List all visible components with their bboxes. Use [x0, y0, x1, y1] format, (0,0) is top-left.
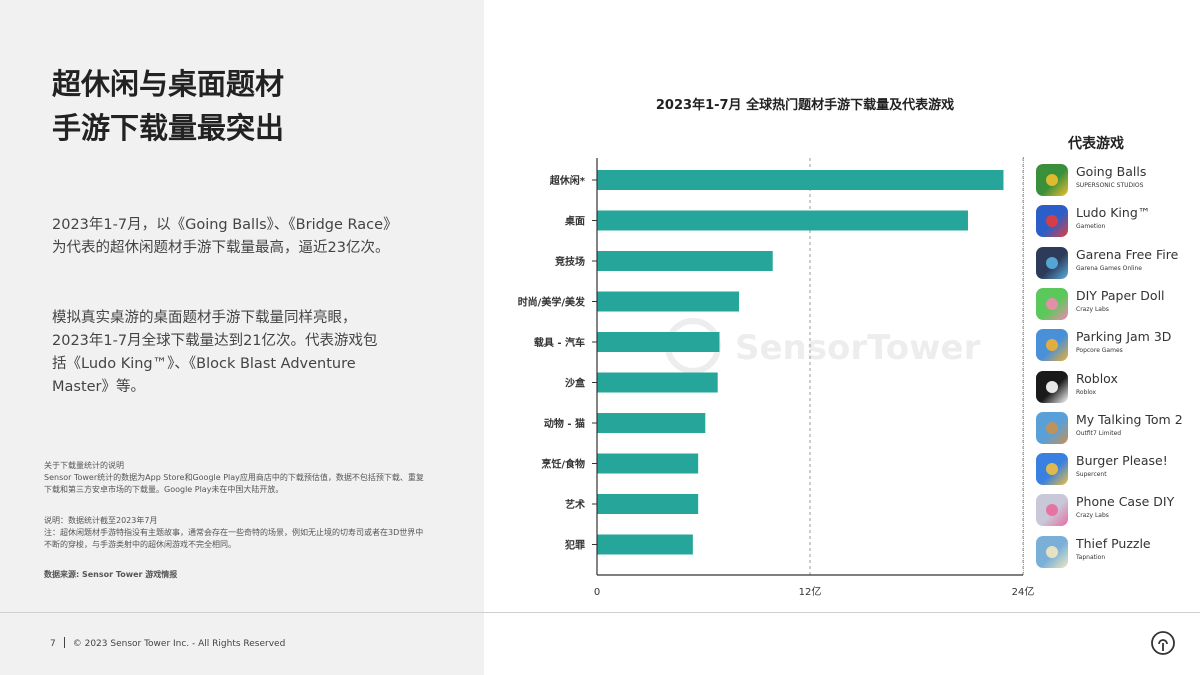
copyright: © 2023 Sensor Tower Inc. - All Rights Re… — [72, 639, 286, 649]
headline-line-2: 手游下载量最突出 — [52, 111, 285, 145]
bar — [597, 413, 706, 433]
bar — [597, 332, 720, 352]
bar — [597, 372, 718, 393]
category-label: 超休闲* — [549, 174, 586, 187]
game-name: Phone Case DIY — [1076, 494, 1175, 510]
game-item: Going Balls SUPERSONIC STUDIOS — [1036, 163, 1196, 199]
bar — [597, 251, 773, 271]
paragraph-1: 2023年1-7月，以《Going Balls》、《Bridge Race》为代… — [52, 217, 391, 256]
note-description-title: 说明：数据统计截至2023年7月 — [44, 516, 158, 525]
game-app-icon — [1036, 329, 1068, 362]
game-icon-glyph — [1046, 256, 1058, 269]
note-source: 数据来源: Sensor Tower 游戏情报 — [44, 570, 178, 579]
category-label: 犯罪 — [564, 539, 585, 552]
game-icon-glyph — [1046, 421, 1058, 434]
note-description: 说明：数据统计截至2023年7月 注：超休闲题材手游特指没有主题故事，通常会存在… — [44, 515, 424, 551]
category-label: 载具 - 汽车 — [534, 336, 585, 349]
game-app-icon — [1036, 370, 1068, 403]
game-name: Ludo King™ — [1076, 205, 1151, 221]
game-item: Phone Case DIY Crazy Labs — [1036, 493, 1196, 529]
game-developer: Tapnation — [1076, 553, 1106, 561]
game-icon-glyph — [1046, 545, 1058, 558]
chart-title: 2023年1-7月 全球热门题材手游下载量及代表游戏 — [655, 98, 955, 113]
category-label: 竞技场 — [554, 255, 585, 268]
game-app-icon — [1036, 246, 1068, 279]
left-panel — [0, 0, 484, 675]
game-developer: Gametion — [1076, 223, 1106, 231]
paragraph-2: 模拟真实桌游的桌面题材手游下载量同样亮眼，2023年1-7月全球下载量达到21亿… — [52, 310, 378, 395]
game-name: My Talking Tom 2 — [1076, 411, 1183, 427]
game-app-icon — [1036, 453, 1068, 486]
game-item: My Talking Tom 2 Outfit7 Limited — [1036, 411, 1196, 447]
game-item: Ludo King™ Gametion — [1036, 204, 1196, 240]
game-name: DIY Paper Doll — [1076, 287, 1165, 303]
game-name: Thief Puzzle — [1076, 535, 1151, 551]
game-developer: Supercent — [1076, 471, 1107, 479]
game-developer: Crazy Labs — [1076, 305, 1109, 313]
game-developer: SUPERSONIC STUDIOS — [1076, 182, 1144, 189]
bar — [597, 210, 968, 231]
category-label: 沙盒 — [565, 377, 586, 390]
bar — [597, 170, 1004, 190]
x-tick-label: 12亿 — [799, 585, 822, 598]
game-icon-glyph — [1046, 504, 1058, 517]
footer: 7 © 2023 Sensor Tower Inc. - All Rights R… — [50, 637, 285, 649]
game-app-icon — [1036, 287, 1068, 320]
game-name: Garena Free Fire — [1076, 246, 1179, 262]
game-developer: Outfit7 Limited — [1076, 429, 1122, 437]
category-label: 烹饪/食物 — [541, 458, 585, 471]
game-item: Thief Puzzle Tapnation — [1036, 535, 1196, 571]
game-app-icon — [1036, 205, 1068, 238]
headline: 超休闲与桌面题材 手游下载量最突出 — [52, 62, 432, 150]
game-developer: Roblox — [1076, 388, 1097, 396]
game-name: Parking Jam 3D — [1076, 329, 1172, 345]
game-icon-glyph — [1046, 297, 1058, 310]
game-icon-glyph — [1046, 380, 1058, 393]
headline-line-1: 超休闲与桌面题材 — [52, 67, 285, 101]
game-app-icon — [1036, 535, 1068, 568]
footer-divider — [0, 612, 1200, 613]
note-downloads-body: Sensor Tower统计的数据为App Store和Google Play应… — [44, 473, 424, 494]
game-developer: Garena Games Online — [1076, 264, 1142, 272]
bar — [597, 291, 739, 312]
category-label: 桌面 — [564, 215, 585, 228]
game-icon-glyph — [1046, 463, 1058, 476]
game-app-icon — [1036, 494, 1068, 527]
game-item: Garena Free Fire Garena Games Online — [1036, 246, 1196, 282]
sensortower-logo-icon — [1151, 631, 1175, 655]
game-item: Burger Please! Supercent — [1036, 452, 1196, 488]
game-icon-glyph — [1046, 174, 1058, 186]
game-item: DIY Paper Doll Crazy Labs — [1036, 287, 1196, 323]
game-name: Going Balls — [1076, 164, 1147, 179]
bar — [597, 494, 699, 514]
game-app-icon — [1036, 411, 1068, 444]
note-description-body: 注：超休闲题材手游特指没有主题故事，通常会存在一些奇特的场景，例如无止境的切寿司… — [44, 528, 424, 549]
note-downloads-title: 关于下载量统计的说明 — [44, 461, 124, 470]
x-tick-label: 24亿 — [1012, 585, 1035, 598]
game-icon-glyph — [1046, 215, 1058, 228]
game-developer: Popcore Games — [1076, 347, 1123, 355]
category-label: 时尚/美学/美发 — [518, 296, 586, 309]
game-item: Roblox Roblox — [1036, 370, 1196, 406]
category-label: 艺术 — [565, 498, 585, 511]
x-tick-label: 0 — [594, 587, 600, 598]
game-icon-glyph — [1046, 339, 1058, 352]
bar — [597, 534, 693, 555]
bar — [597, 453, 699, 474]
game-developer: Crazy Labs — [1076, 512, 1109, 520]
page-number: 7 — [50, 639, 56, 649]
note-downloads: 关于下载量统计的说明 Sensor Tower统计的数据为App Store和G… — [44, 460, 424, 496]
footer-separator — [63, 637, 65, 648]
category-label: 动物 - 猫 — [544, 417, 585, 430]
game-name: Roblox — [1076, 370, 1118, 386]
game-item: Parking Jam 3D Popcore Games — [1036, 328, 1196, 364]
game-name: Burger Please! — [1076, 453, 1168, 469]
games-divider — [1023, 157, 1024, 575]
games-header: 代表游戏 — [1068, 136, 1124, 152]
game-app-icon — [1036, 164, 1068, 196]
